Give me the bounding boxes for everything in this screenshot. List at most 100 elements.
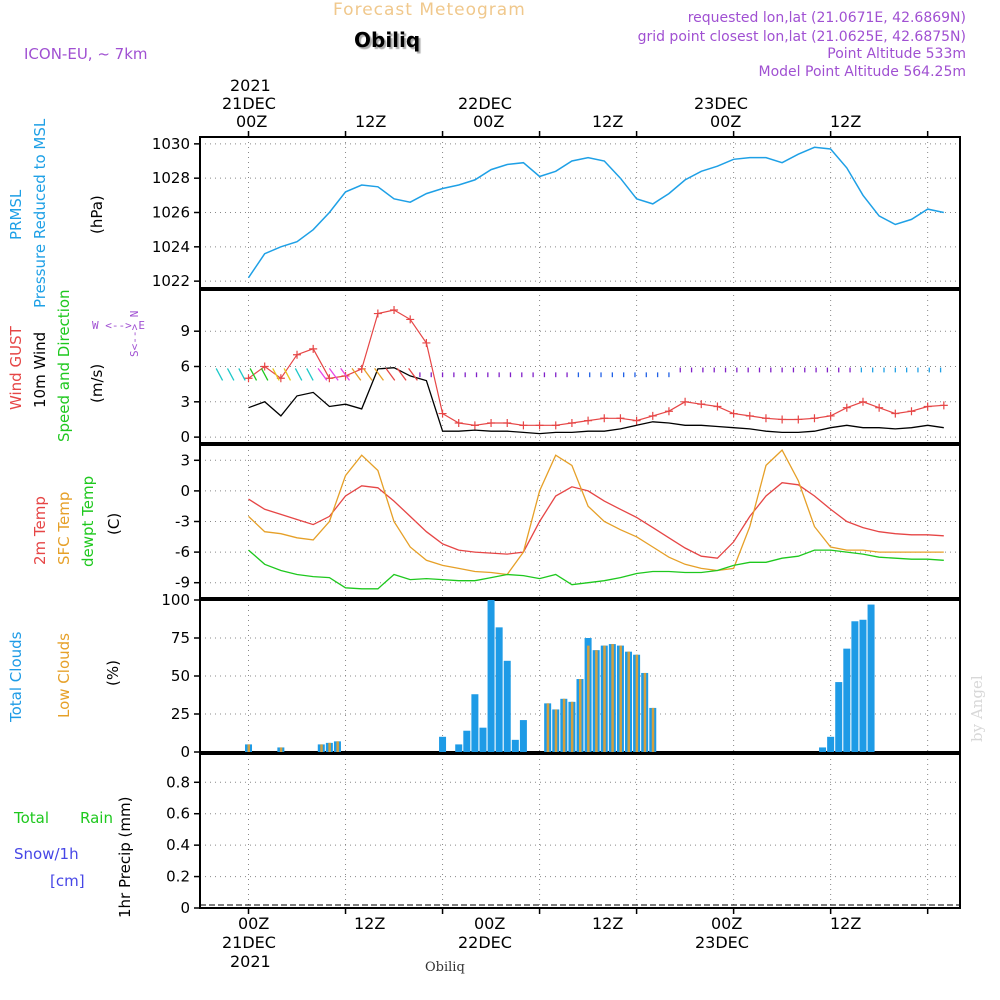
total-cloud-bar (851, 621, 859, 752)
y-tick-label: 0.8 (166, 773, 190, 791)
wind-arrow (238, 368, 246, 381)
gust-marker (325, 374, 334, 383)
wind-arrow (283, 368, 292, 381)
bottom-label-00z-2: 00Z (474, 914, 506, 933)
wind-arrow (340, 368, 351, 381)
y-tick-label: 1022 (152, 272, 190, 290)
bottom-label-00z-1: 00Z (238, 914, 270, 933)
panel-frame (199, 289, 961, 444)
gust-marker (745, 411, 754, 420)
top-label-00z-3: 00Z (710, 112, 742, 131)
rain-label: Rain (80, 809, 113, 827)
total-cloud-bar (439, 736, 447, 752)
low-cloud-bar (603, 645, 606, 752)
total-cloud-bar (819, 747, 827, 752)
bottom-label-23dec: 23DEC (695, 933, 749, 952)
low-cloud-bar (554, 709, 558, 752)
gust-marker (309, 344, 318, 353)
wind-arrow (328, 368, 339, 381)
low-cloud-bar (595, 650, 598, 752)
y-tick-label: 0.4 (166, 836, 190, 854)
y-tick-label: 1030 (152, 135, 190, 153)
gust-marker (713, 402, 722, 411)
gust-marker (664, 407, 673, 416)
y-tick-label: 0.6 (166, 805, 190, 823)
top-label-12z-1: 12Z (355, 112, 387, 131)
total-cloud-bar (519, 720, 527, 752)
total-cloud-bar (503, 660, 511, 752)
y-tick-label: 75 (171, 629, 190, 647)
low-cloud-bar (320, 744, 323, 752)
top-label-00z-2: 00Z (473, 112, 505, 131)
wind-arrow (385, 368, 396, 381)
compass-we: W <--> E (92, 319, 145, 332)
low-cloud-bar (570, 701, 574, 752)
gust-marker (293, 350, 302, 359)
gust-marker (470, 421, 479, 430)
low-cloud-bar (247, 744, 251, 752)
low-cloud-bar (611, 644, 614, 752)
chart-title: Forecast Meteogram (333, 0, 526, 20)
top-label-12z-2: 12Z (592, 112, 624, 131)
low-cloud-bar (635, 654, 639, 752)
gust-marker (406, 315, 415, 324)
footer-location: Obiliq (425, 960, 465, 975)
y-tick-label: -6 (175, 543, 190, 561)
wind-arrow (249, 368, 258, 381)
total-cloud-bar (463, 730, 471, 752)
gust-marker (842, 403, 851, 412)
y-tick-label: 0 (180, 899, 190, 917)
low-cloud-bar (627, 651, 631, 752)
wind-arrow (226, 368, 235, 381)
low-cloud-bar (651, 707, 655, 752)
gust-marker (648, 411, 657, 420)
y-tick-label: 0 (180, 428, 190, 446)
wind-arrow (317, 368, 328, 381)
gust-marker (778, 415, 787, 424)
total-cloud-bar (843, 648, 851, 752)
low-cloud-bar (546, 703, 550, 752)
gust-marker (584, 416, 593, 425)
gust-marker (422, 338, 431, 347)
gust-marker (632, 416, 641, 425)
gust-marker (373, 309, 382, 318)
pressure-line (247, 146, 944, 279)
panel-frame (199, 444, 961, 599)
wind-arrow (351, 368, 362, 381)
sfc-temp-line (248, 449, 944, 576)
low-cloud-bar (328, 742, 331, 752)
wind-arrow (306, 368, 314, 381)
gust-marker (244, 374, 253, 383)
gust-marker (503, 418, 512, 427)
total-cloud-bar (487, 600, 495, 752)
wind-arrow (374, 368, 384, 381)
top-label-22dec: 22DEC (458, 94, 512, 113)
bottom-label-00z-3: 00Z (711, 914, 743, 933)
top-year: 2021 (230, 76, 271, 95)
total-cloud-bar (867, 604, 875, 752)
bottom-label-12z-3: 12Z (830, 914, 862, 933)
total-cloud-bar (471, 694, 479, 752)
wind10-line (248, 367, 944, 435)
y-tick-label: 3 (180, 393, 190, 411)
bottom-label-12z-1: 12Z (354, 914, 386, 933)
gust-marker (260, 362, 269, 371)
gust-marker (681, 397, 690, 406)
top-label-12z-3: 12Z (830, 112, 862, 131)
gust-marker (390, 306, 399, 315)
gust-marker (567, 418, 576, 427)
requested-coords: requested lon,lat (21.0671E, 42.6869N) (687, 10, 966, 26)
gust-line (248, 309, 944, 426)
gust-marker (729, 409, 738, 418)
top-label-23dec: 23DEC (694, 94, 748, 113)
snow-label: Snow/1h (14, 845, 79, 863)
gust-marker (939, 401, 948, 410)
gust-marker (697, 400, 706, 409)
y-tick-label: 1026 (152, 204, 190, 222)
gust-marker (826, 411, 835, 420)
total-cloud-bar (827, 736, 835, 752)
rain-prefix-label: Total (14, 809, 50, 827)
wind-arrow (272, 368, 280, 381)
top-label-00z-1: 00Z (236, 112, 268, 131)
